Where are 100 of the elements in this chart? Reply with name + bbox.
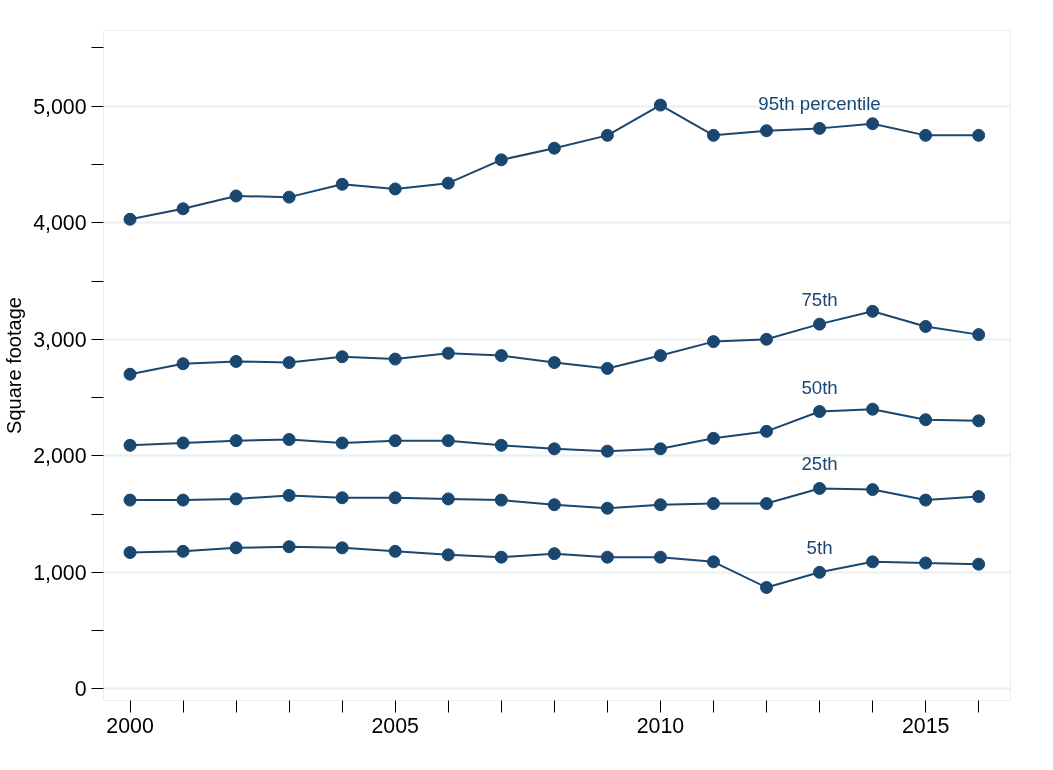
- point: [866, 117, 880, 131]
- point: [441, 434, 455, 448]
- point: [123, 546, 137, 560]
- point: [547, 547, 561, 561]
- point: [229, 189, 243, 203]
- point: [813, 317, 827, 331]
- point: [176, 544, 190, 558]
- point: [123, 438, 137, 452]
- point: [600, 550, 614, 564]
- point: [494, 349, 508, 363]
- y-tick-label: 1,000: [33, 560, 87, 585]
- point: [600, 501, 614, 515]
- point: [282, 540, 296, 554]
- y-tick-label: 2,000: [33, 444, 87, 469]
- point: [600, 444, 614, 458]
- point: [760, 124, 774, 138]
- point: [813, 121, 827, 135]
- point: [972, 128, 986, 142]
- point: [866, 555, 880, 569]
- point: [919, 128, 933, 142]
- y-axis-title: Square footage: [3, 297, 26, 434]
- y-tick-label: 3,000: [33, 327, 87, 352]
- point: [388, 491, 402, 505]
- point: [600, 128, 614, 142]
- point: [972, 490, 986, 504]
- point: [813, 481, 827, 495]
- point: [494, 153, 508, 167]
- point: [176, 202, 190, 216]
- point: [335, 177, 349, 191]
- point: [494, 493, 508, 507]
- point: [282, 433, 296, 446]
- x-tick-label: 2005: [371, 713, 419, 738]
- point: [176, 436, 190, 450]
- point: [653, 442, 667, 456]
- series-label: 75th: [801, 289, 838, 311]
- point: [388, 182, 402, 196]
- point: [972, 557, 986, 571]
- point: [866, 402, 880, 416]
- point: [547, 356, 561, 370]
- point: [972, 328, 986, 342]
- point: [653, 498, 667, 512]
- point: [282, 356, 296, 370]
- point: [919, 556, 933, 570]
- point: [282, 190, 296, 204]
- point: [760, 580, 774, 594]
- point: [441, 548, 455, 562]
- point: [547, 141, 561, 155]
- point: [972, 414, 986, 428]
- point: [706, 555, 720, 569]
- point: [706, 335, 720, 349]
- point: [335, 436, 349, 450]
- point: [706, 128, 720, 142]
- point: [123, 493, 137, 507]
- point: [335, 350, 349, 364]
- point: [653, 349, 667, 363]
- point: [919, 493, 933, 507]
- point: [282, 488, 296, 502]
- point: [919, 413, 933, 427]
- point: [388, 352, 402, 366]
- point: [653, 98, 667, 112]
- point: [760, 332, 774, 346]
- point: [335, 541, 349, 555]
- x-tick-label: 2000: [106, 713, 154, 738]
- point: [494, 438, 508, 452]
- point: [919, 319, 933, 333]
- point: [229, 434, 243, 448]
- point: [441, 346, 455, 360]
- point: [866, 483, 880, 497]
- point: [706, 431, 720, 445]
- series-label: 25th: [801, 453, 838, 475]
- point: [760, 424, 774, 438]
- point: [547, 498, 561, 512]
- point: [229, 541, 243, 555]
- point: [760, 497, 774, 511]
- point: [229, 492, 243, 506]
- x-tick-label: 2010: [636, 713, 685, 738]
- series-label: 5th: [806, 537, 833, 559]
- point: [441, 492, 455, 506]
- point: [813, 565, 827, 579]
- series-label: 95th percentile: [758, 93, 881, 115]
- x-tick-label: 2015: [901, 713, 950, 738]
- point: [388, 434, 402, 448]
- point: [653, 550, 667, 564]
- series-label: 50th: [801, 376, 838, 398]
- point: [866, 304, 880, 318]
- point: [388, 544, 402, 558]
- point: [600, 361, 614, 375]
- point: [229, 354, 243, 368]
- point: [494, 550, 508, 564]
- y-tick-label: 5,000: [33, 94, 87, 119]
- y-tick-label: 0: [74, 677, 87, 702]
- point: [547, 442, 561, 456]
- point: [176, 357, 190, 371]
- point: [176, 493, 190, 507]
- point: [123, 367, 137, 381]
- point: [813, 405, 827, 419]
- point: [335, 491, 349, 505]
- y-tick-label: 4,000: [33, 211, 87, 236]
- point: [706, 497, 720, 511]
- point: [441, 176, 455, 190]
